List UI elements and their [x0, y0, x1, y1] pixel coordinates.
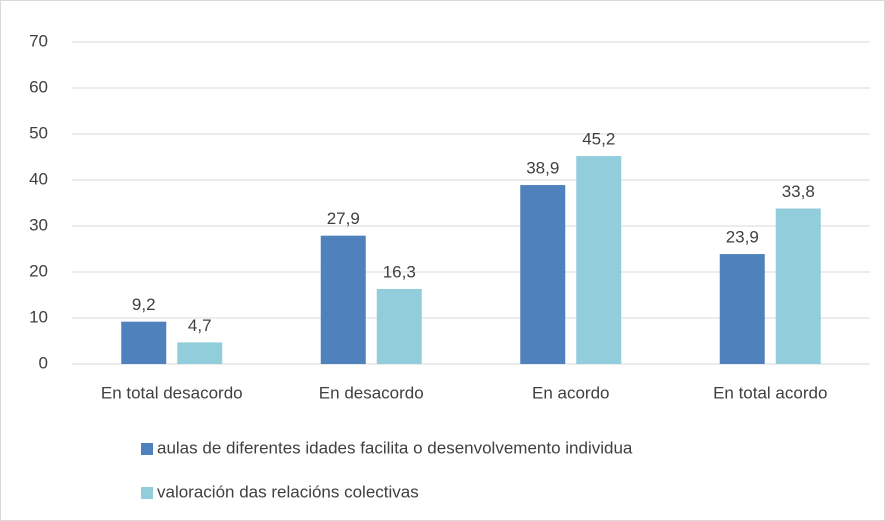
data-label: 23,9: [726, 228, 759, 247]
legend-label: valoración das relacións colectivas: [157, 482, 419, 501]
bar: [376, 289, 422, 364]
data-label: 16,3: [383, 263, 416, 282]
bar: [775, 208, 821, 364]
y-tick-label: 40: [29, 169, 48, 188]
bar: [177, 342, 223, 364]
data-label: 4,7: [188, 316, 212, 335]
y-tick-label: 60: [29, 77, 48, 96]
bar: [576, 156, 622, 364]
x-tick-label: En acordo: [532, 383, 610, 402]
legend-label: aulas de diferentes idades facilita o de…: [157, 438, 633, 457]
legend-swatch: [141, 487, 153, 499]
y-tick-label: 70: [29, 31, 48, 50]
data-label: 45,2: [582, 130, 615, 149]
legend-swatch: [141, 443, 153, 455]
x-tick-label: En total acordo: [713, 383, 827, 402]
data-label: 33,8: [782, 182, 815, 201]
x-tick-label: En total desacordo: [101, 383, 243, 402]
y-tick-label: 0: [39, 353, 48, 372]
x-tick-label: En desacordo: [319, 383, 424, 402]
y-tick-label: 50: [29, 123, 48, 142]
data-label: 9,2: [132, 295, 156, 314]
y-tick-label: 20: [29, 261, 48, 280]
y-tick-label: 30: [29, 215, 48, 234]
bar: [320, 235, 366, 364]
y-tick-label: 10: [29, 307, 48, 326]
bar: [121, 321, 167, 364]
bar: [719, 254, 765, 364]
data-label: 38,9: [526, 159, 559, 178]
data-label: 27,9: [327, 209, 360, 228]
bar: [520, 185, 566, 364]
